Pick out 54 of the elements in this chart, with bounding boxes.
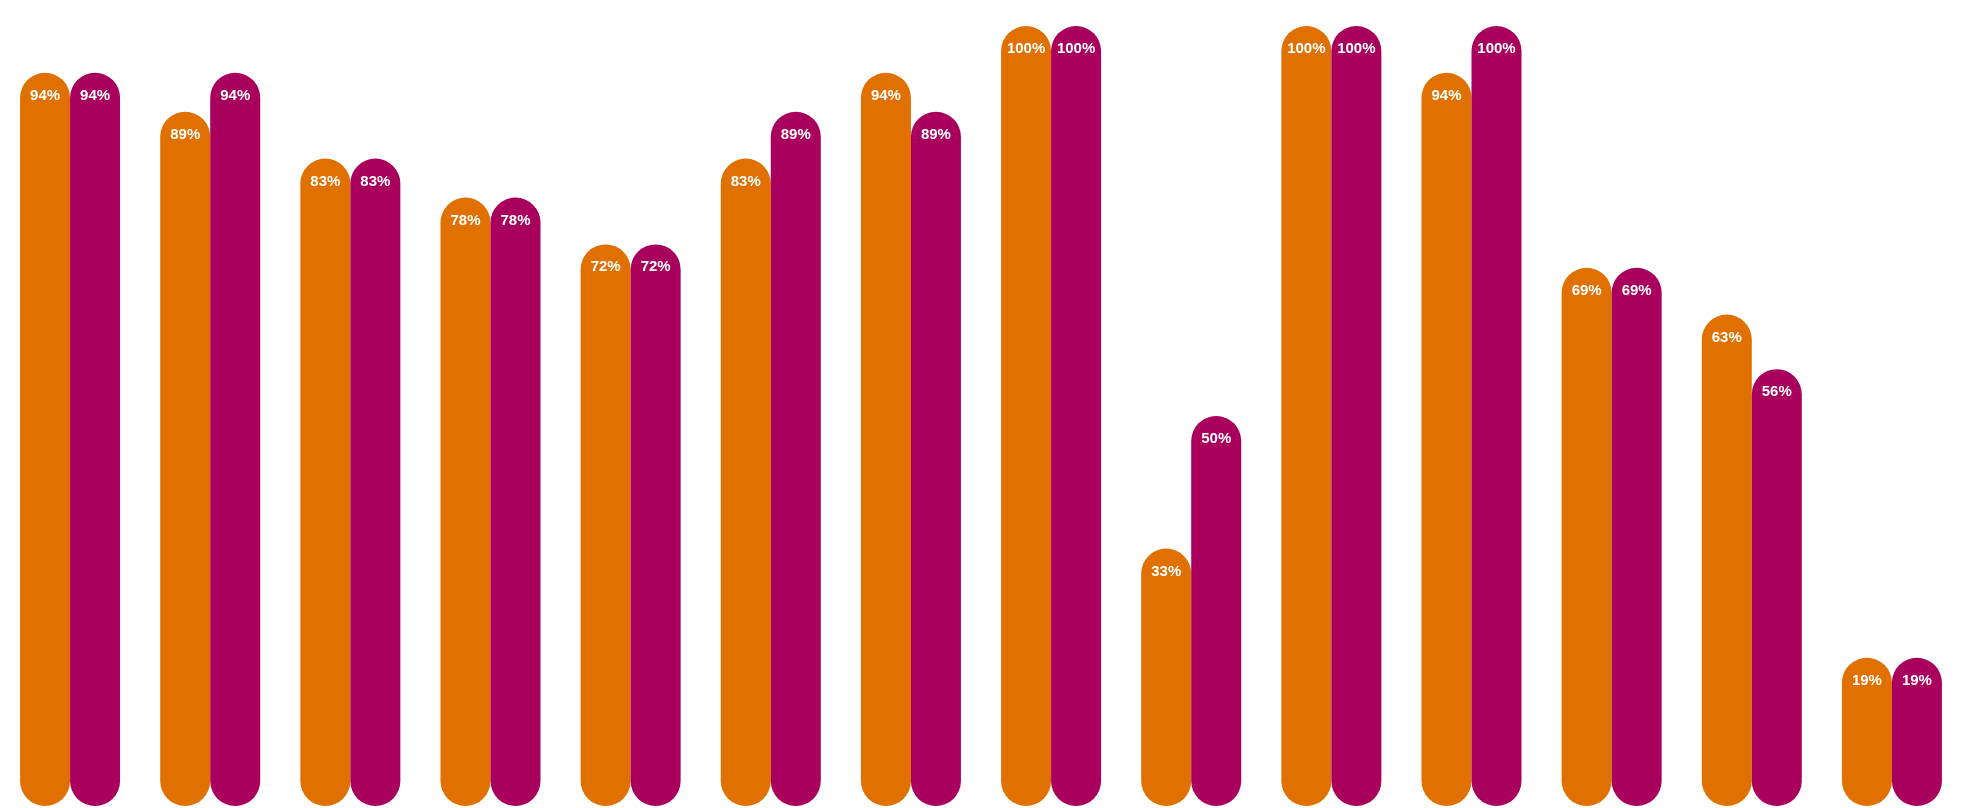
bar	[770, 111, 821, 806]
bar	[440, 197, 491, 806]
data-label: 83%	[360, 171, 391, 189]
bar	[490, 197, 541, 806]
bar	[1471, 26, 1522, 806]
bar	[1701, 314, 1752, 806]
bar	[720, 158, 771, 806]
bar	[1611, 267, 1662, 806]
data-label: 72%	[640, 257, 671, 275]
data-label: 94%	[80, 85, 111, 103]
bar	[580, 244, 631, 806]
data-label: 69%	[1621, 280, 1652, 298]
data-label: 100%	[1006, 39, 1046, 56]
data-label: 19%	[1901, 670, 1932, 688]
bar	[350, 158, 401, 806]
bar	[300, 158, 351, 806]
bar	[1281, 26, 1332, 806]
data-label: 83%	[730, 171, 761, 189]
bar	[1561, 267, 1612, 806]
data-label: 69%	[1571, 280, 1602, 298]
data-label: 63%	[1711, 327, 1742, 345]
bar	[1051, 26, 1102, 806]
data-label: 56%	[1761, 382, 1792, 400]
bar	[1751, 369, 1802, 806]
data-label: 94%	[220, 85, 251, 103]
data-label: 89%	[780, 124, 811, 142]
data-label: 89%	[920, 124, 951, 142]
bar	[630, 244, 681, 806]
bar	[1001, 26, 1052, 806]
bar	[910, 111, 961, 806]
data-label: 100%	[1056, 39, 1096, 56]
bar	[70, 72, 121, 806]
data-label: 94%	[1431, 85, 1462, 103]
data-label: 100%	[1477, 39, 1516, 56]
data-label: 83%	[310, 171, 341, 189]
data-label: 78%	[500, 210, 531, 228]
bar	[860, 72, 911, 806]
data-label: 89%	[170, 124, 201, 142]
data-label: 72%	[590, 257, 621, 275]
data-label: 100%	[1287, 39, 1326, 56]
bar	[1331, 26, 1382, 806]
data-label: 19%	[1851, 670, 1882, 688]
bar	[1141, 548, 1192, 806]
data-label: 78%	[450, 210, 481, 228]
data-label: 94%	[30, 85, 61, 103]
bar	[1191, 416, 1242, 806]
data-label: 50%	[1201, 429, 1232, 446]
bar	[160, 111, 211, 806]
bar	[210, 72, 261, 806]
bar	[1421, 72, 1472, 806]
data-label: 94%	[870, 85, 901, 103]
data-label: 100%	[1337, 39, 1376, 56]
data-label: 33%	[1151, 561, 1182, 579]
bar	[20, 72, 71, 806]
